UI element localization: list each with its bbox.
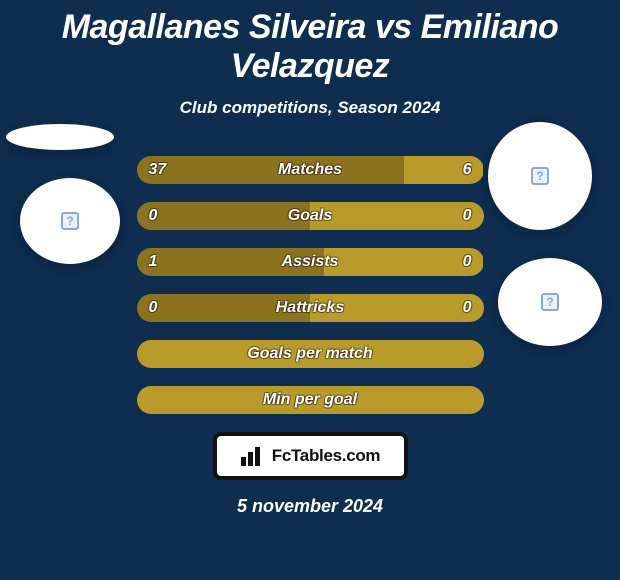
page-subtitle: Club competitions, Season 2024 (0, 98, 620, 118)
brand-text: FcTables.com (272, 446, 381, 466)
brand-badge: FcTables.com (213, 432, 408, 480)
brand-bars-icon (240, 445, 266, 467)
stat-row: Goals per match (137, 340, 484, 368)
stat-row: Assists10 (137, 248, 484, 276)
page-title: Magallanes Silveira vs Emiliano Velazque… (0, 0, 620, 86)
stat-row: Min per goal (137, 386, 484, 414)
player-left-shadow-ellipse (6, 124, 114, 150)
comparison-content: ? ? ? Matches376Goals00Assists10Hattrick… (0, 156, 620, 517)
snapshot-date: 5 november 2024 (0, 496, 620, 517)
stat-row: Matches376 (137, 156, 484, 184)
stat-bars: Matches376 Goals00 Assists10 Hattricks00 Goa… (0, 156, 620, 414)
stat-row: Goals00 (137, 202, 484, 230)
stat-row: Hattricks00 (137, 294, 484, 322)
